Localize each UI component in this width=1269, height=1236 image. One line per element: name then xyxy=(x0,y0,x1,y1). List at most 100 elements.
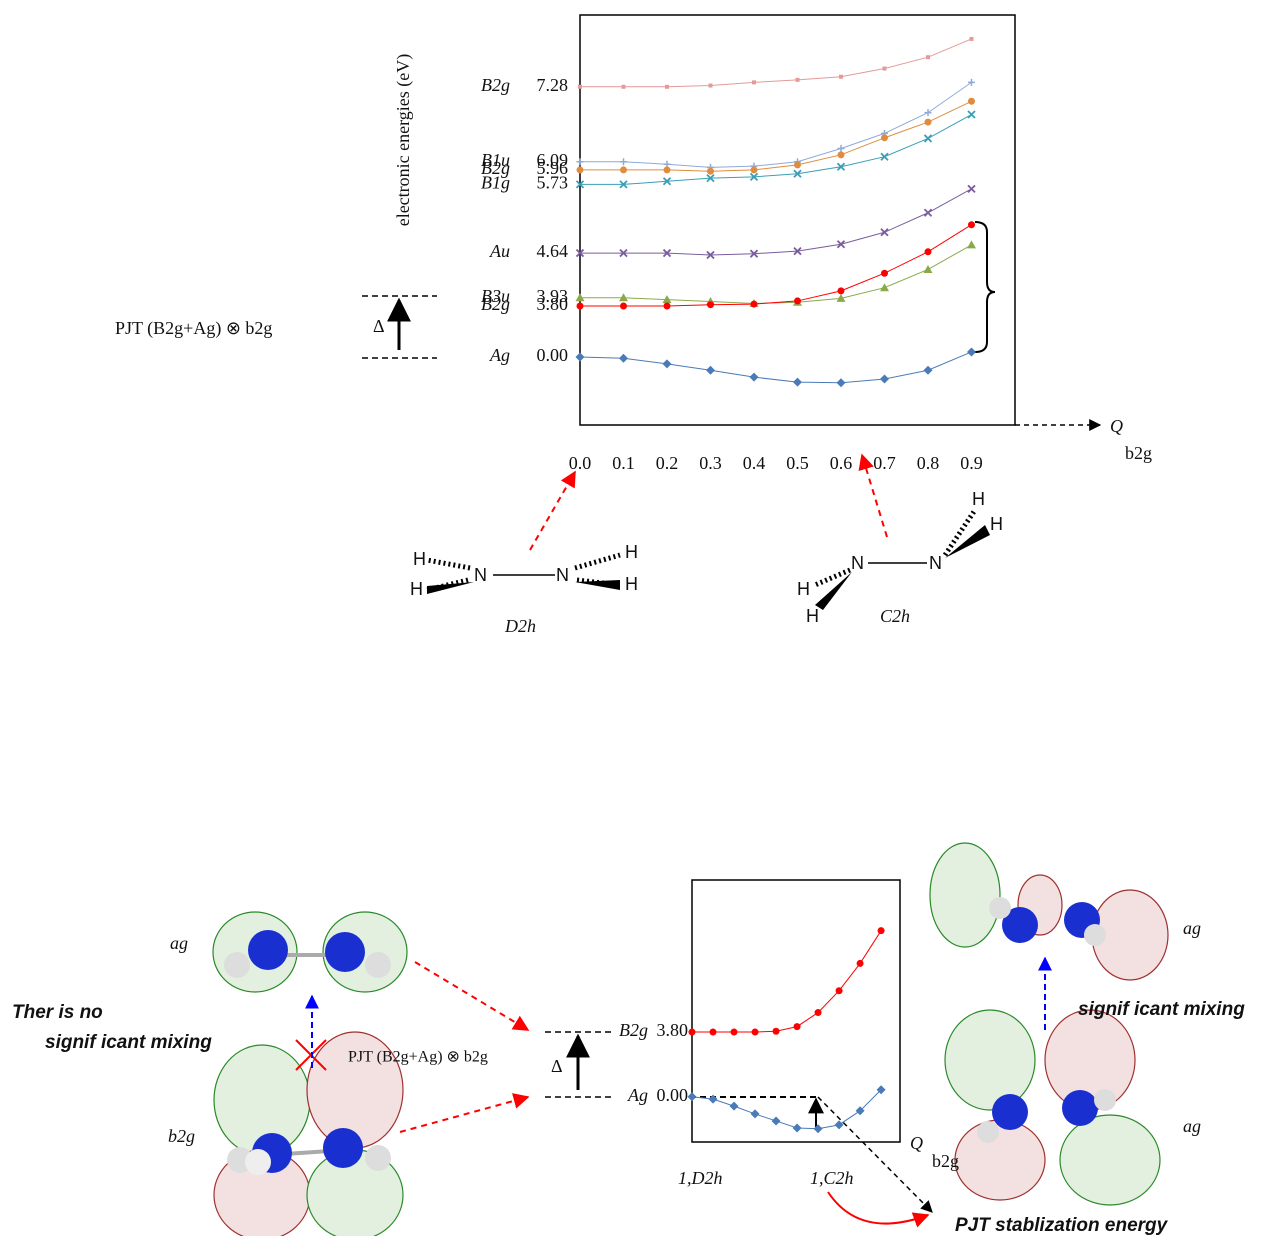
point xyxy=(925,119,932,126)
value-label: 0.00 xyxy=(657,1085,689,1105)
point xyxy=(665,85,669,89)
note: signif icant mixing xyxy=(45,1032,212,1053)
top-decoration: electronic energies (eV) Q b2g Δ PJT (B2… xyxy=(115,15,1152,636)
x-tick-label: 0.5 xyxy=(786,453,809,473)
point xyxy=(620,166,627,173)
point xyxy=(688,1092,697,1101)
point xyxy=(925,135,932,142)
atom: H xyxy=(797,579,810,599)
point xyxy=(814,1124,823,1133)
value-label: 7.28 xyxy=(537,75,569,95)
series-line xyxy=(580,39,972,87)
point xyxy=(968,185,975,192)
series-line xyxy=(580,189,972,255)
x-tick-label: 0.7 xyxy=(873,453,896,473)
orbital-label: ag xyxy=(1183,1116,1201,1136)
symmetry-label: D2h xyxy=(504,616,536,636)
pointer-arrow xyxy=(400,1097,528,1132)
point xyxy=(880,283,889,291)
series-line xyxy=(580,245,972,304)
point xyxy=(838,151,845,158)
point xyxy=(925,109,932,116)
point xyxy=(707,301,714,308)
point xyxy=(835,1120,844,1129)
point xyxy=(709,1095,718,1104)
molecule-c2h: H H N N H H C2h xyxy=(797,489,1003,626)
point xyxy=(772,1116,781,1125)
point xyxy=(883,67,887,71)
pointer-arrow xyxy=(415,962,528,1030)
atom: H xyxy=(990,514,1003,534)
series-name: B1g xyxy=(481,173,510,193)
note: signif icant mixing xyxy=(1078,999,1245,1020)
point xyxy=(967,347,976,356)
point xyxy=(773,1028,780,1035)
atom: H xyxy=(625,574,638,594)
orbital-ag-left xyxy=(213,912,407,992)
series-line xyxy=(580,115,972,185)
series-line xyxy=(580,352,972,383)
point xyxy=(881,134,888,141)
plot-frame xyxy=(580,15,1015,425)
x-axis-subscript: b2g xyxy=(932,1151,959,1171)
point xyxy=(706,366,715,375)
note: PJT stablization energy xyxy=(955,1215,1169,1236)
atom: H xyxy=(413,549,426,569)
point xyxy=(793,378,802,387)
point xyxy=(619,354,628,363)
delta-label: Δ xyxy=(551,1056,563,1076)
x-axis-subscript: b2g xyxy=(1125,443,1152,463)
brace xyxy=(975,222,995,352)
point xyxy=(752,80,756,84)
value-label: 0.00 xyxy=(537,345,569,365)
point xyxy=(794,161,801,168)
point xyxy=(970,37,974,41)
point xyxy=(968,221,975,228)
point xyxy=(925,248,932,255)
point xyxy=(968,111,975,118)
point xyxy=(622,85,626,89)
series-name: B2g xyxy=(619,1020,648,1040)
note: Ther is no xyxy=(12,1002,103,1023)
point xyxy=(689,1029,696,1036)
point xyxy=(794,297,801,304)
point xyxy=(881,229,888,236)
x-tick-label: 0.0 xyxy=(569,453,592,473)
point xyxy=(967,240,976,248)
q-axis-arrow xyxy=(818,1097,932,1212)
point xyxy=(924,366,933,375)
point xyxy=(836,987,843,994)
point xyxy=(752,1029,759,1036)
atom: H xyxy=(972,489,985,509)
point xyxy=(926,55,930,59)
point xyxy=(796,78,800,82)
point xyxy=(924,265,933,273)
point xyxy=(576,352,585,361)
orbital-label: ag xyxy=(170,933,188,953)
value-label: 3.80 xyxy=(657,1020,689,1040)
point xyxy=(880,375,889,384)
atom: H xyxy=(410,579,423,599)
point xyxy=(730,1102,739,1111)
point xyxy=(881,270,888,277)
point xyxy=(794,1023,801,1030)
point xyxy=(620,302,627,309)
series-name: Au xyxy=(489,241,510,261)
molecule-d2h: H H N N H H D2h xyxy=(410,542,638,636)
series-line xyxy=(580,225,972,306)
point xyxy=(707,168,714,175)
delta-label: Δ xyxy=(373,316,385,336)
point xyxy=(620,158,627,165)
value-label: 4.64 xyxy=(537,241,569,261)
series-line xyxy=(580,101,972,171)
point xyxy=(731,1029,738,1036)
point xyxy=(857,960,864,967)
point xyxy=(577,158,584,165)
point xyxy=(878,927,885,934)
x-tick-label: 0.3 xyxy=(699,453,722,473)
series-line xyxy=(692,931,881,1032)
point xyxy=(663,359,672,368)
point xyxy=(577,166,584,173)
atom: N xyxy=(556,565,569,585)
atom: H xyxy=(806,606,819,626)
